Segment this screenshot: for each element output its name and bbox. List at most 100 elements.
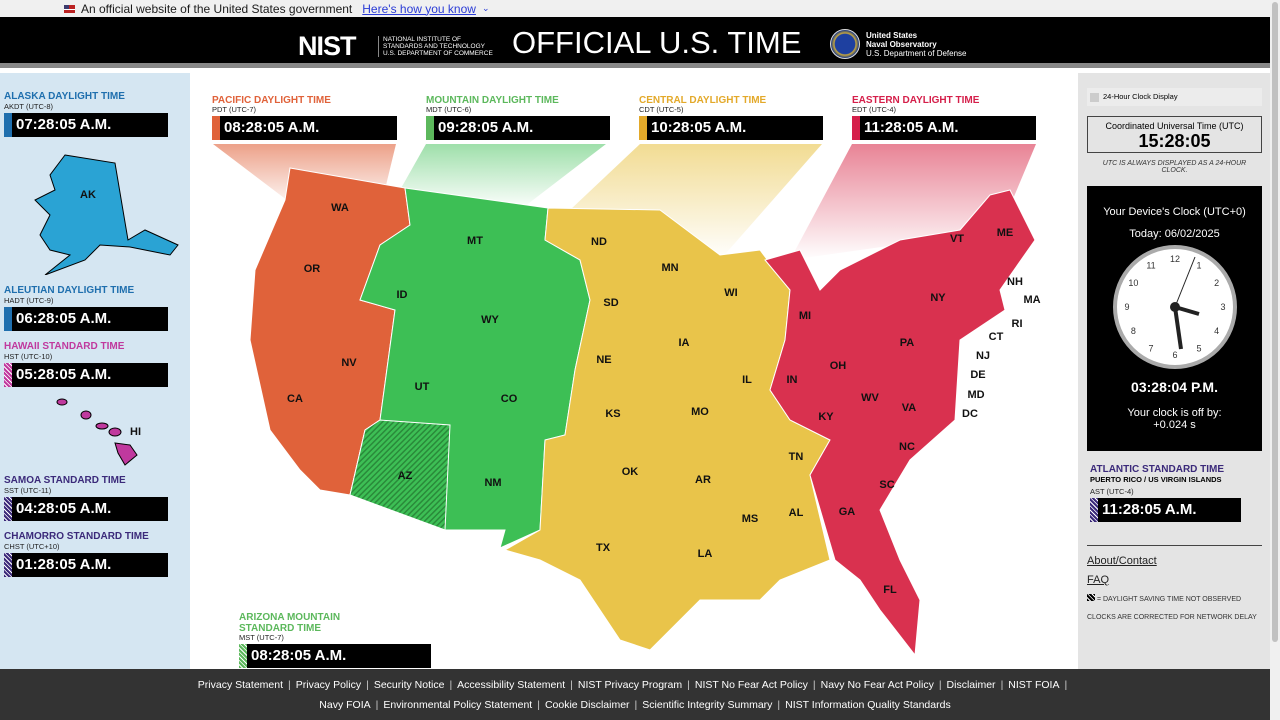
map-label-nd: ND [591, 236, 607, 248]
chamorro-clock: 01:28:05 A.M. [4, 553, 168, 577]
atlantic-zone-abbr: AST (UTC-4) [1090, 487, 1134, 496]
map-label-pa: PA [900, 337, 915, 349]
hawaii-clock: 05:28:05 A.M. [4, 363, 168, 387]
samoa-clock: 04:28:05 A.M. [4, 497, 168, 521]
utc-time: 15:28:05 [1138, 131, 1211, 151]
map-label-ia: IA [679, 337, 690, 349]
footer-link[interactable]: Environmental Policy Statement [383, 699, 533, 711]
eastern-zone[interactable] [764, 189, 1036, 657]
footer-separator: | [375, 699, 379, 711]
dial-number: 12 [1169, 254, 1179, 264]
central-zone-abbr: CDT (UTC-5) [639, 105, 684, 114]
utc-label: Coordinated Universal Time (UTC) [1105, 121, 1244, 131]
map-label-ut: UT [415, 381, 430, 393]
footer-separator: | [812, 679, 816, 691]
network-note: CLOCKS ARE CORRECTED FOR NETWORK DELAY [1087, 614, 1257, 621]
footer-link[interactable]: Navy No Fear Act Policy [820, 679, 934, 691]
footer-link[interactable]: Navy FOIA [319, 699, 371, 711]
eastern-zone-name: EASTERN DAYLIGHT TIME [852, 95, 980, 106]
dial-number: 10 [1128, 278, 1138, 288]
footer-separator: | [1064, 679, 1068, 691]
dial-number: 4 [1214, 326, 1219, 336]
footer-separator: | [634, 699, 638, 711]
footer-separator: | [938, 679, 942, 691]
chamorro-zone-abbr: CHST (UTC+10) [4, 542, 60, 551]
dial-number: 7 [1148, 344, 1153, 354]
footer-separator: | [1000, 679, 1004, 691]
map-label-ky: KY [818, 411, 834, 423]
footer-link[interactable]: NIST Information Quality Standards [785, 699, 951, 711]
map-label-tn: TN [789, 451, 804, 463]
map-label-il: IL [742, 374, 752, 386]
alaska-zone-abbr: AKDT (UTC-8) [4, 102, 54, 111]
map-label-mt: MT [467, 235, 483, 247]
alaska-map[interactable]: AK [10, 145, 180, 275]
checkbox[interactable] [1090, 92, 1099, 102]
footer-link[interactable]: Cookie Disclaimer [544, 699, 630, 711]
24-hour-toggle[interactable]: 24-Hour Clock Display [1087, 88, 1262, 106]
footer-separator: | [687, 679, 690, 691]
chamorro-zone-name: CHAMORRO STANDARD TIME [4, 531, 149, 542]
map-label-id: ID [397, 289, 408, 301]
banner-text: An official website of the United States… [81, 1, 353, 16]
dial-number: 9 [1124, 302, 1129, 312]
offset-value: +0.024 s [1153, 419, 1196, 431]
hawaii-map[interactable]: HI [40, 393, 150, 468]
atlantic-zone-sub: PUERTO RICO / US VIRGIN ISLANDS [1090, 475, 1222, 484]
map-label-nv: NV [341, 357, 357, 369]
footer-link[interactable]: Accessibility Statement [457, 679, 566, 691]
footer-separator: | [537, 699, 540, 711]
footer-link[interactable]: Security Notice [373, 679, 445, 691]
footer: Privacy Statement | Privacy Policy | Securit… [0, 669, 1270, 720]
map-label-ma: MA [1023, 294, 1040, 306]
footer-link[interactable]: Privacy Policy [295, 679, 362, 691]
footer-link[interactable]: NIST FOIA [1008, 679, 1060, 691]
mountain-funnel [400, 144, 606, 210]
mountain-clock: 09:28:05 A.M. [426, 116, 610, 140]
offset-label: Your clock is off by: [1127, 407, 1222, 419]
dial-number: 5 [1196, 344, 1201, 354]
usno-logo-text[interactable]: United States Naval Observatory U.S. Depar… [866, 31, 967, 58]
device-time: 03:28:04 P.M. [1131, 379, 1218, 395]
footer-link[interactable]: NIST No Fear Act Policy [694, 679, 808, 691]
aleutian-zone-abbr: HADT (UTC-9) [4, 296, 54, 305]
map-label-ri: RI [1012, 318, 1023, 330]
footer-link[interactable]: NIST Privacy Program [577, 679, 683, 691]
footer-link[interactable]: Scientific Integrity Summary [642, 699, 773, 711]
hatch-legend-icon [1087, 594, 1095, 601]
faq-link[interactable]: FAQ [1087, 574, 1110, 586]
arizona-zone[interactable] [349, 419, 451, 531]
map-label-hi: HI [130, 426, 141, 438]
dial-number: 2 [1214, 278, 1219, 288]
scrollbar-thumb[interactable] [1272, 2, 1278, 642]
map-label-me: ME [997, 227, 1014, 239]
aleutian-clock: 06:28:05 A.M. [4, 307, 168, 331]
nist-logo[interactable]: NIST [298, 31, 357, 61]
map-label-mn: MN [661, 262, 678, 274]
map-label-ks: KS [605, 408, 620, 420]
map-label-ok: OK [622, 466, 639, 478]
footer-separator: | [288, 679, 291, 691]
map-label-nh: NH [1007, 276, 1023, 288]
map-label-fl: FL [883, 584, 897, 596]
footer-link[interactable]: Disclaimer [946, 679, 996, 691]
footer-link[interactable]: Privacy Statement [197, 679, 283, 691]
map-label-or: OR [304, 263, 321, 275]
map-label-ga: GA [839, 506, 856, 518]
footer-separator: | [366, 679, 369, 691]
how-you-know-link[interactable]: Here's how you know [362, 1, 476, 16]
chevron-down-icon[interactable]: ⌄ [481, 3, 490, 13]
map-label-mi: MI [799, 310, 811, 322]
about-contact-link[interactable]: About/Contact [1087, 555, 1157, 567]
map-label-de: DE [970, 369, 985, 381]
map-label-ny: NY [930, 292, 946, 304]
arizona-clock: 08:28:05 A.M. [239, 644, 431, 668]
minute-hand [1172, 306, 1183, 350]
footer-separator: | [570, 679, 573, 691]
dst-legend: = DAYLIGHT SAVING TIME NOT OBSERVED [1087, 594, 1241, 603]
scrollbar[interactable] [1270, 0, 1280, 720]
map-label-nm: NM [484, 477, 501, 489]
device-clock-title: Your Device's Clock (UTC+0) [1103, 206, 1246, 218]
device-date: Today: 06/02/2025 [1129, 228, 1220, 240]
